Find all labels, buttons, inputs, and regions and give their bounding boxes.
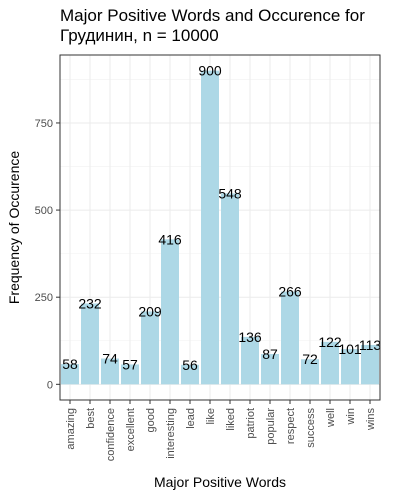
data-label-popular: 87 [262,346,278,362]
x-tick-label-excellent: excellent [125,408,137,451]
y-tick-label: 250 [35,292,53,304]
data-label-confidence: 74 [102,351,118,367]
bar-win [341,349,359,385]
bar-amazing [61,364,79,385]
x-tick-label-well: well [325,408,337,428]
y-tick-label: 0 [47,379,53,391]
data-label-interesting: 416 [158,231,182,247]
x-tick-label-amazing: amazing [65,408,77,450]
x-tick-label-confidence: confidence [105,408,117,461]
data-label-good: 209 [138,303,162,319]
bar-wins [361,344,379,385]
data-label-lead: 56 [182,357,198,373]
bar-like [201,70,219,385]
y-axis-title: Frequency of Occurence [6,151,22,305]
bar-popular [261,354,279,385]
x-tick-label-win: win [345,408,357,426]
x-tick-label-interesting: interesting [165,408,177,459]
chart-title-line-1: Major Positive Words and Occurence for [60,6,365,25]
data-label-patriot: 136 [238,329,262,345]
plot-border [59,54,381,401]
data-label-well: 122 [318,334,342,350]
bar-interesting [161,239,179,385]
x-tick-label-best: best [85,408,97,429]
x-tick-label-respect: respect [285,408,297,444]
x-tick-label-lead: lead [185,408,197,429]
chart-title-line-2: Грудинин, n = 10000 [60,26,219,45]
bar-patriot [241,336,259,385]
x-tick-label-success: success [305,408,317,448]
bar-success [301,359,319,385]
data-label-liked: 548 [218,185,242,201]
y-tick-label: 750 [35,118,53,130]
bar-excellent [121,364,139,385]
bar-best [81,303,99,385]
bar-liked [221,193,239,385]
data-label-win: 101 [338,341,362,357]
bar-good [141,311,159,385]
bar-lead [181,364,199,385]
data-label-respect: 266 [278,284,302,300]
data-label-success: 72 [302,351,318,367]
data-label-like: 900 [198,63,222,79]
x-tick-label-patriot: patriot [245,408,257,439]
x-tick-label-popular: popular [265,408,277,445]
data-label-amazing: 58 [62,356,78,372]
y-tick-label: 500 [35,205,53,217]
data-label-best: 232 [78,295,102,311]
bar-confidence [101,358,119,385]
x-tick-label-like: like [205,408,217,425]
x-axis-title: Major Positive Words [154,474,286,490]
x-tick-label-wins: wins [365,408,377,432]
x-tick-label-good: good [145,408,157,432]
x-tick-label-liked: liked [225,408,237,431]
bar-respect [281,291,299,385]
data-label-wins: 113 [359,337,382,353]
data-label-excellent: 57 [122,356,138,372]
bar-well [321,341,339,385]
